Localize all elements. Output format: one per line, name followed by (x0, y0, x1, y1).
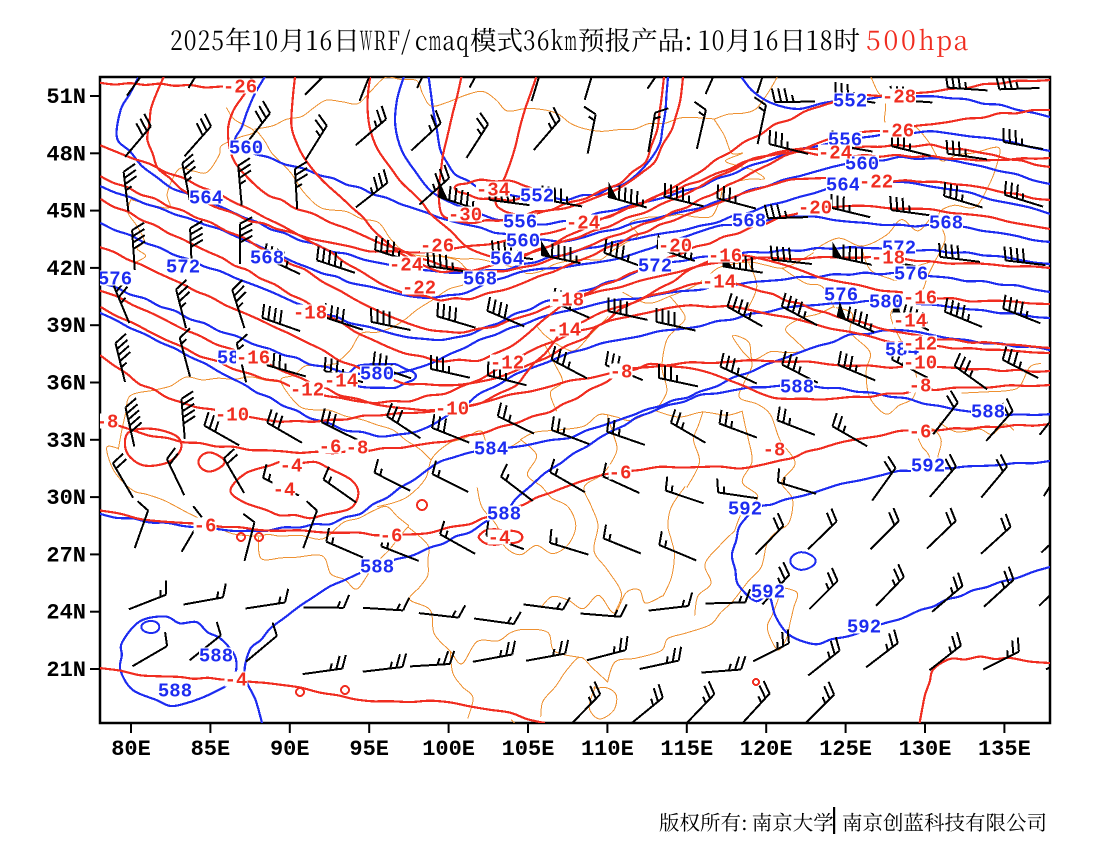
svg-text:-26: -26 (223, 77, 257, 99)
svg-text:100E: 100E (422, 737, 475, 762)
svg-text:-4: -4 (488, 528, 511, 550)
svg-text:130E: 130E (899, 737, 952, 762)
svg-text:552: 552 (520, 186, 554, 208)
svg-text:110E: 110E (581, 737, 634, 762)
svg-text:135E: 135E (978, 737, 1031, 762)
svg-text:-34: -34 (476, 180, 510, 202)
svg-text:-8: -8 (909, 376, 932, 398)
svg-text:-6: -6 (194, 516, 217, 538)
svg-text:576: 576 (824, 285, 858, 307)
svg-text:80E: 80E (111, 737, 151, 762)
svg-text:-12: -12 (490, 353, 524, 375)
svg-text:27N: 27N (46, 543, 86, 568)
svg-text:-28: -28 (882, 87, 916, 109)
svg-text:560: 560 (845, 154, 879, 176)
svg-text:-6: -6 (909, 422, 932, 444)
svg-text:592: 592 (911, 456, 945, 478)
svg-text:-16: -16 (903, 288, 937, 310)
svg-text:588: 588 (158, 681, 192, 703)
svg-text:564: 564 (826, 175, 860, 197)
svg-text:30N: 30N (46, 486, 86, 511)
svg-text:115E: 115E (660, 737, 713, 762)
svg-text:-14: -14 (702, 272, 736, 294)
svg-text:-16: -16 (236, 348, 270, 370)
svg-text:576: 576 (894, 264, 928, 286)
svg-text:95E: 95E (349, 737, 389, 762)
svg-text:588: 588 (487, 504, 521, 526)
svg-text:560: 560 (229, 138, 263, 160)
svg-text:-6: -6 (380, 526, 403, 548)
svg-text:-10: -10 (215, 405, 249, 427)
svg-text:-6: -6 (319, 437, 342, 459)
svg-text:-24: -24 (818, 143, 852, 165)
svg-text:-10: -10 (903, 353, 937, 375)
svg-text:105E: 105E (502, 737, 555, 762)
svg-text:-12: -12 (290, 380, 324, 402)
svg-text:39N: 39N (46, 314, 86, 339)
svg-text:-4: -4 (280, 456, 303, 478)
svg-text:556: 556 (503, 212, 537, 234)
svg-text:42N: 42N (46, 257, 86, 282)
svg-text:588: 588 (971, 402, 1005, 424)
svg-text:125E: 125E (819, 737, 872, 762)
svg-text:-30: -30 (448, 205, 482, 227)
svg-text:568: 568 (929, 213, 963, 235)
svg-text:-22: -22 (859, 172, 893, 194)
svg-text:-4: -4 (273, 480, 296, 502)
svg-text:552: 552 (833, 91, 867, 113)
svg-text:592: 592 (847, 617, 881, 639)
svg-text:-14: -14 (893, 311, 927, 333)
svg-text:588: 588 (199, 646, 233, 668)
svg-text:564: 564 (490, 249, 524, 271)
svg-text:-24: -24 (566, 213, 600, 235)
svg-text:584: 584 (474, 439, 508, 461)
svg-text:-4: -4 (225, 670, 248, 692)
svg-text:576: 576 (98, 269, 132, 291)
svg-text:-8: -8 (346, 438, 369, 460)
svg-text:-22: -22 (402, 278, 436, 300)
svg-text:45N: 45N (46, 200, 86, 225)
svg-text:-8: -8 (96, 412, 119, 434)
svg-text:592: 592 (728, 499, 762, 521)
svg-text:-10: -10 (435, 399, 469, 421)
svg-text:120E: 120E (740, 737, 793, 762)
svg-text:-18: -18 (550, 290, 584, 312)
svg-text:568: 568 (732, 211, 766, 233)
svg-text:-8: -8 (610, 362, 633, 384)
svg-text:48N: 48N (46, 142, 86, 167)
svg-text:85E: 85E (191, 737, 231, 762)
svg-text:21N: 21N (46, 658, 86, 683)
svg-text:-20: -20 (658, 236, 692, 258)
svg-text:-26: -26 (880, 121, 914, 143)
svg-text:588: 588 (360, 557, 394, 579)
svg-text:-18: -18 (871, 248, 905, 270)
svg-text:-26: -26 (420, 236, 454, 258)
svg-text:-6: -6 (609, 463, 632, 485)
svg-text:51N: 51N (46, 85, 86, 110)
svg-text:36N: 36N (46, 372, 86, 397)
svg-text:572: 572 (638, 256, 672, 278)
svg-text:560: 560 (506, 231, 540, 253)
svg-text:-12: -12 (903, 334, 937, 356)
svg-text:-20: -20 (798, 198, 832, 220)
svg-text:-18: -18 (293, 303, 327, 325)
svg-text:592: 592 (751, 582, 785, 604)
svg-text:24N: 24N (46, 601, 86, 626)
svg-text:-16: -16 (708, 246, 742, 268)
svg-text:-14: -14 (547, 320, 581, 342)
svg-text:90E: 90E (270, 737, 310, 762)
svg-text:568: 568 (463, 269, 497, 291)
svg-text:-14: -14 (324, 371, 358, 393)
svg-text:580: 580 (869, 292, 903, 314)
svg-text:580: 580 (360, 364, 394, 386)
svg-text:572: 572 (166, 257, 200, 279)
svg-text:564: 564 (189, 188, 223, 210)
svg-text:-8: -8 (763, 440, 786, 462)
svg-text:-24: -24 (389, 255, 423, 277)
svg-text:33N: 33N (46, 429, 86, 454)
svg-text:588: 588 (780, 377, 814, 399)
svg-text:568: 568 (250, 248, 284, 270)
